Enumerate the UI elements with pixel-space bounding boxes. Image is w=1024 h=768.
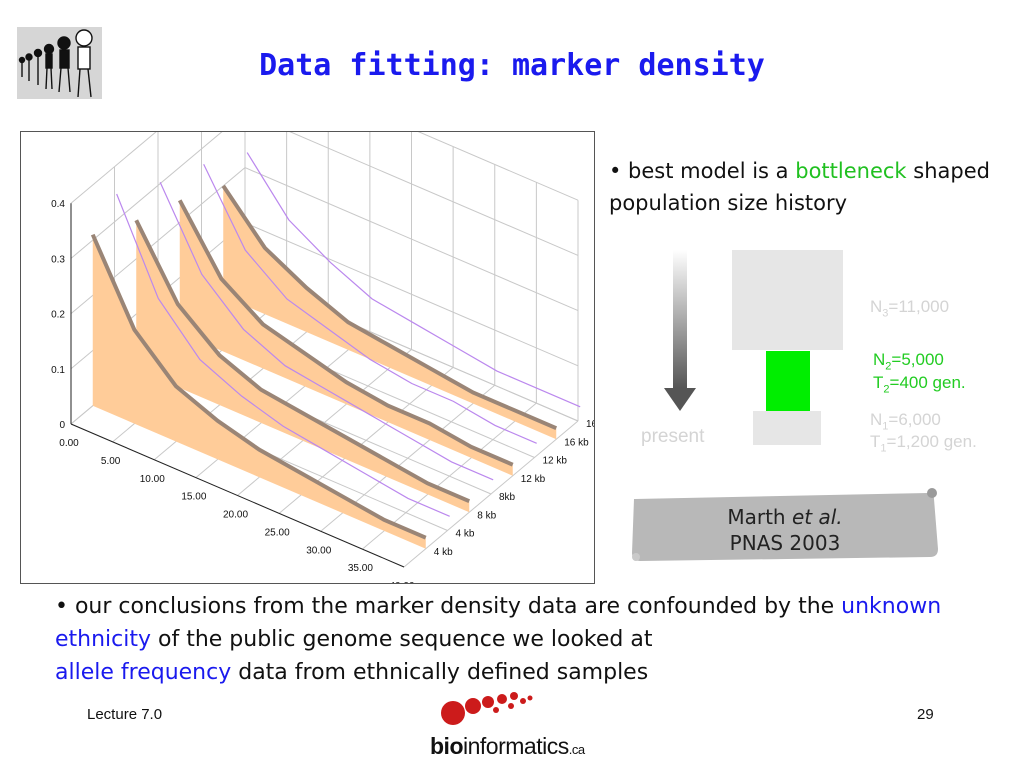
x-tick-label: 10.00: [140, 474, 165, 485]
bullet-conclusions: • our conclusions from the marker densit…: [55, 594, 942, 685]
x-tick-label: 0.00: [59, 438, 79, 449]
chart-svg: 0 0.1 0.2 0.3 0.4 0.00 5.00 10.00 15.00 20.00 25.0…: [51, 56, 608, 592]
series-edge-16kb: [221, 184, 558, 431]
series-model-4kb: [116, 193, 450, 517]
x-tick-label: 25.00: [265, 527, 290, 538]
depth-tick-label: 16 kb: [564, 437, 589, 448]
n2-label: N2=5,000: [873, 350, 944, 373]
marker-density-3d-chart: 0 0.1 0.2 0.3 0.4 0.00 5.00 10.00 15.00 20.00 25.0…: [20, 56, 608, 592]
depth-tick-label: 12 kb: [543, 456, 568, 467]
allele-frequency-highlight: allele frequency: [55, 660, 232, 685]
z-tick-label: 0.4: [51, 199, 65, 210]
unknown-ethnicity-highlight: unknown ethnicity: [55, 594, 942, 652]
series-model-12kb: [203, 164, 537, 444]
series-area-12kb: [179, 200, 513, 476]
x-tick-label: 30.00: [306, 545, 331, 556]
depth-tick-label: 4 kb: [456, 529, 475, 540]
bullet-best-model: • best model is a bottleneck shaped popu…: [609, 155, 1019, 219]
series-area-8kb: [136, 220, 470, 513]
z-tick-label: 0.2: [51, 310, 65, 321]
citation-journal: PNAS 2003: [729, 531, 841, 555]
footer-lecture: Lecture 7.0: [87, 706, 163, 723]
bullet1-suffix: shaped population size history: [609, 159, 990, 215]
x-axis-line: [70, 423, 405, 568]
t1-label: T1=1,200 gen.: [870, 432, 977, 455]
present-population-block: [753, 411, 821, 445]
people-silhouettes-logo: [17, 27, 102, 99]
bullet1-prefix: • best model is a: [609, 159, 796, 183]
series-area-4kb: [92, 234, 426, 549]
z-tick-label: 0: [59, 420, 65, 431]
n1-label: N1=6,000: [870, 410, 941, 433]
citation-text: Marth et al. PNAS 2003: [628, 504, 942, 556]
z-tick-label: 0.3: [51, 254, 65, 265]
depth-tick-label: 8 kb: [477, 510, 496, 521]
x-tick-label: 5.00: [101, 456, 121, 467]
chart-series: [90, 152, 581, 549]
footer-page-number: 29: [917, 706, 934, 723]
series-model-16kb: [246, 152, 581, 408]
bioinformatics-logo-dots: [430, 688, 590, 763]
time-arrow: [663, 250, 697, 412]
bottleneck-block: [766, 351, 810, 411]
depth-tick-label: 8kb: [499, 492, 516, 503]
z-tick-label: 0.1: [51, 365, 65, 376]
citation-author: Marth: [727, 505, 792, 529]
series-edge-4kb: [90, 233, 427, 540]
series-model-8kb: [159, 182, 494, 481]
grid-line: [70, 56, 579, 204]
depth-tick-label: 12 kb: [521, 474, 546, 485]
x-tick-label: 40.00: [389, 581, 414, 583]
series-edge-8kb: [134, 219, 471, 504]
x-tick-label: 35.00: [348, 563, 373, 574]
x-tick-label: 20.00: [223, 510, 248, 521]
t2-label: T2=400 gen.: [873, 373, 966, 396]
citation-scroll: [628, 487, 942, 565]
bioinformatics-logo-text: bioinformatics.ca: [430, 733, 585, 759]
ancestral-population-block: [732, 250, 843, 350]
depth-tick-label: 4 kb: [434, 547, 453, 558]
bullet1-highlight: bottleneck: [795, 159, 907, 183]
slide-title: Data fitting: marker density: [259, 48, 765, 83]
x-tick-label: 15.00: [181, 492, 206, 503]
citation-etal: et al.: [791, 505, 843, 529]
n3-label: N3=11,000: [870, 297, 950, 320]
present-label: present: [641, 426, 705, 447]
series-edge-12kb: [177, 199, 514, 467]
